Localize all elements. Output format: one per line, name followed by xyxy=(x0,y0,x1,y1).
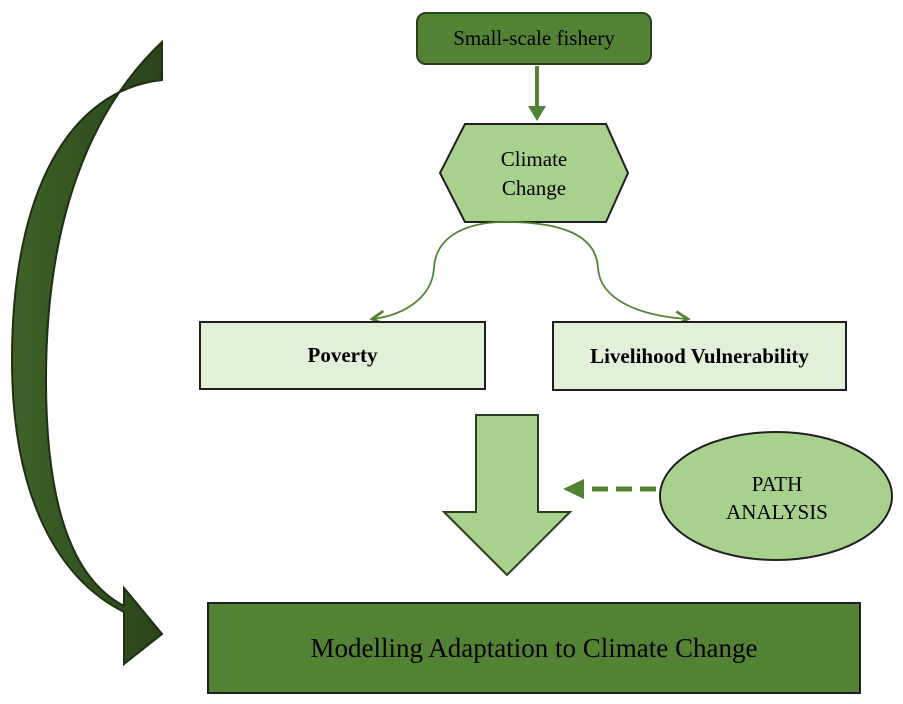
path-analysis-ellipse xyxy=(659,431,893,561)
path-analysis-arrowhead xyxy=(563,479,584,499)
small-scale-fishery-box: Small-scale fishery xyxy=(416,12,652,65)
curved-feedback-arrow xyxy=(10,39,164,667)
small-scale-fishery-label: Small-scale fishery xyxy=(453,26,615,50)
path-analysis-label: PATH ANALYSIS xyxy=(664,470,890,526)
block-down-arrow xyxy=(441,414,573,577)
climate-to-livelihood-connector xyxy=(504,221,688,319)
path-analysis-label-line1: PATH xyxy=(751,472,803,496)
climate-change-hexagon xyxy=(438,123,630,223)
livelihood-vulnerability-label: Livelihood Vulnerability xyxy=(590,343,809,368)
poverty-box: Poverty xyxy=(199,321,486,390)
poverty-label: Poverty xyxy=(307,343,378,367)
climate-change-label: Climate Change xyxy=(456,142,612,206)
climate-change-label-line1: Climate xyxy=(500,147,568,171)
modelling-adaptation-box: Modelling Adaptation to Climate Change xyxy=(207,602,861,694)
livelihood-vulnerability-box: Livelihood Vulnerability xyxy=(552,321,847,391)
climate-change-label-line2: Change xyxy=(501,176,567,200)
climate-to-poverty-connector xyxy=(372,221,506,319)
path-analysis-label-line2: ANALYSIS xyxy=(726,500,828,524)
fishery-to-climate-arrowhead xyxy=(528,106,546,121)
modelling-adaptation-label: Modelling Adaptation to Climate Change xyxy=(310,632,758,663)
